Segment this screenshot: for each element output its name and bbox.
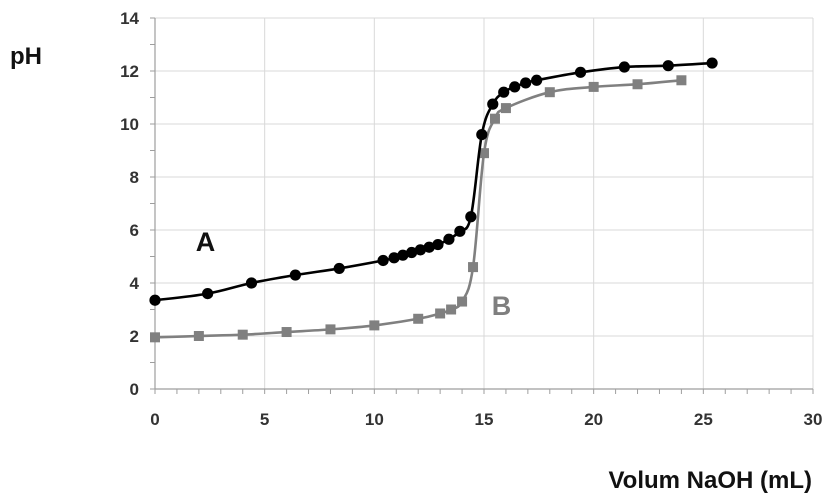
- y-tick-label: 12: [120, 62, 139, 81]
- x-tick-label: 20: [584, 410, 603, 429]
- tick-labels: 0 5 10 15 20 25 30 0 2 4 6 8 10 12 14: [120, 9, 822, 429]
- series-a-point: [520, 77, 532, 89]
- series-b-point: [457, 296, 468, 307]
- x-tick-label: 30: [804, 410, 823, 429]
- series-a-point: [443, 233, 455, 245]
- x-axis-title: Volum NaOH (mL): [608, 467, 812, 494]
- y-axis-title: pH: [10, 43, 42, 70]
- series-b-point: [489, 113, 500, 124]
- series-b-point: [369, 320, 380, 331]
- x-tick-label: 0: [150, 410, 159, 429]
- series-label-b: B: [492, 291, 512, 321]
- x-tick-label: 15: [475, 410, 494, 429]
- series-b-point: [500, 103, 511, 114]
- y-tick-label: 2: [130, 327, 139, 346]
- series-b-line: [153, 78, 683, 339]
- series-b-point: [435, 308, 446, 319]
- series-b: [150, 75, 687, 343]
- series: [149, 57, 718, 343]
- series-b-point: [281, 327, 292, 338]
- series-b-point: [446, 304, 457, 315]
- series-a-point: [289, 269, 301, 281]
- y-tick-label: 10: [120, 115, 139, 134]
- x-tick-label: 25: [694, 410, 713, 429]
- series-a-point: [423, 241, 435, 253]
- y-tick-label: 8: [130, 168, 139, 187]
- series-a-point: [476, 129, 488, 141]
- series-a-point: [397, 249, 409, 261]
- series-a-point: [245, 277, 258, 289]
- series-a-point: [531, 74, 543, 86]
- series-a-point: [149, 294, 161, 306]
- series-a-point: [414, 244, 426, 256]
- x-tick-label: 5: [260, 410, 269, 429]
- y-tick-label: 4: [130, 274, 140, 293]
- y-tick-label: 0: [130, 380, 139, 399]
- series-b-point: [479, 148, 489, 159]
- grid: [155, 17, 814, 389]
- series-a-point: [662, 60, 674, 72]
- series-label-a: A: [196, 227, 216, 257]
- series-b-point: [632, 79, 643, 90]
- series-b-point: [468, 262, 479, 273]
- series-a-point: [388, 252, 400, 264]
- series-a-point: [465, 211, 477, 223]
- series-a-point: [498, 86, 510, 98]
- series-a-point: [487, 98, 499, 110]
- y-tick-label: 14: [120, 9, 139, 28]
- series-b-point: [193, 331, 204, 341]
- y-tick-label: 6: [130, 221, 139, 240]
- series-b-point: [676, 75, 687, 86]
- axes: [150, 17, 814, 394]
- series-a-point: [377, 254, 389, 267]
- series-b-point: [544, 87, 555, 98]
- series-b-point: [413, 313, 424, 324]
- series-b-point: [325, 324, 336, 335]
- x-tick-label: 10: [365, 410, 384, 429]
- series-b-point: [588, 81, 599, 92]
- series-a-point: [509, 81, 521, 93]
- series-a-point: [406, 246, 418, 259]
- series-a-point: [574, 66, 587, 78]
- annotations: AB: [196, 227, 512, 321]
- series-a-line: [153, 61, 714, 302]
- series-a-point: [454, 225, 466, 237]
- series-b-point: [150, 332, 160, 343]
- series-a-point: [618, 61, 630, 73]
- series-a-point: [333, 262, 345, 275]
- series-a: [149, 57, 718, 306]
- series-b-point: [237, 329, 248, 340]
- series-a-point: [432, 238, 444, 251]
- series-a-point: [202, 288, 214, 300]
- series-a-point: [706, 57, 718, 69]
